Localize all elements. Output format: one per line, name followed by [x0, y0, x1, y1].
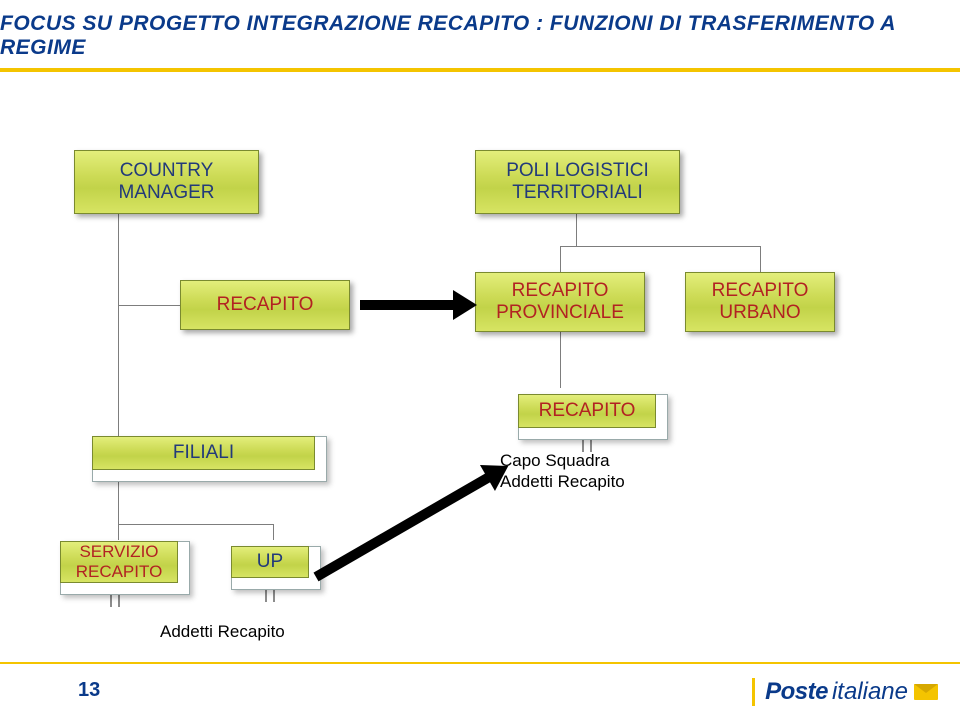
label-addetti-recapito: Addetti Recapito	[160, 622, 285, 642]
connector	[560, 246, 760, 247]
footer-divider	[0, 662, 960, 664]
node-label: RECAPITO	[76, 562, 163, 582]
logo-text-bold: Poste	[765, 678, 828, 706]
connector	[118, 305, 180, 306]
connector	[118, 476, 119, 524]
node-up: UP	[231, 546, 321, 590]
connector	[760, 246, 761, 272]
node-label: RECAPITO	[712, 280, 809, 302]
node-label: RECAPITO	[512, 280, 609, 302]
node-country-manager: COUNTRY MANAGER	[74, 150, 259, 214]
node-label: POLI LOGISTICI	[506, 160, 649, 182]
node-recapito-left: RECAPITO	[180, 280, 350, 330]
title-accent	[0, 68, 165, 72]
label-capo-squadra: Capo Squadra Addetti Recapito	[500, 450, 625, 493]
label-line: Addetti Recapito	[160, 622, 285, 641]
node-label: SERVIZIO	[79, 542, 158, 562]
arrow	[360, 300, 455, 310]
node-label: TERRITORIALI	[512, 182, 643, 204]
node-filiali: FILIALI	[92, 436, 327, 482]
node-servizio-recapito: SERVIZIO RECAPITO	[60, 541, 190, 595]
label-line: Addetti Recapito	[500, 471, 625, 492]
node-label: PROVINCIALE	[496, 302, 624, 324]
node-recapito-provinciale: RECAPITO PROVINCIALE	[475, 272, 645, 332]
label-line: Capo Squadra	[500, 450, 625, 471]
node-label: FILIALI	[173, 442, 234, 464]
logo-text-light: italiane	[832, 678, 908, 706]
arrow	[314, 473, 492, 582]
page-title: FOCUS SU PROGETTO INTEGRAZIONE RECAPITO …	[0, 6, 960, 72]
node-label: RECAPITO	[539, 400, 636, 422]
node-label: MANAGER	[118, 182, 214, 204]
connector	[118, 524, 273, 525]
node-recapito-urbano: RECAPITO URBANO	[685, 272, 835, 332]
node-label: UP	[257, 551, 283, 573]
node-recapito-mid: RECAPITO	[518, 394, 668, 440]
brand-logo: Posteitaliane	[752, 678, 938, 706]
connector	[560, 246, 561, 272]
connector	[576, 214, 577, 246]
connector	[273, 524, 274, 540]
node-label: RECAPITO	[217, 294, 314, 316]
logo-accent	[752, 678, 755, 706]
page-number: 13	[78, 679, 100, 702]
slide-root: FOCUS SU PROGETTO INTEGRAZIONE RECAPITO …	[0, 0, 960, 720]
node-poli-logistici: POLI LOGISTICI TERRITORIALI	[475, 150, 680, 214]
node-label: COUNTRY	[120, 160, 214, 182]
connector	[560, 332, 561, 388]
connector	[118, 524, 119, 538]
node-label: URBANO	[719, 302, 800, 324]
envelope-icon	[914, 684, 938, 700]
